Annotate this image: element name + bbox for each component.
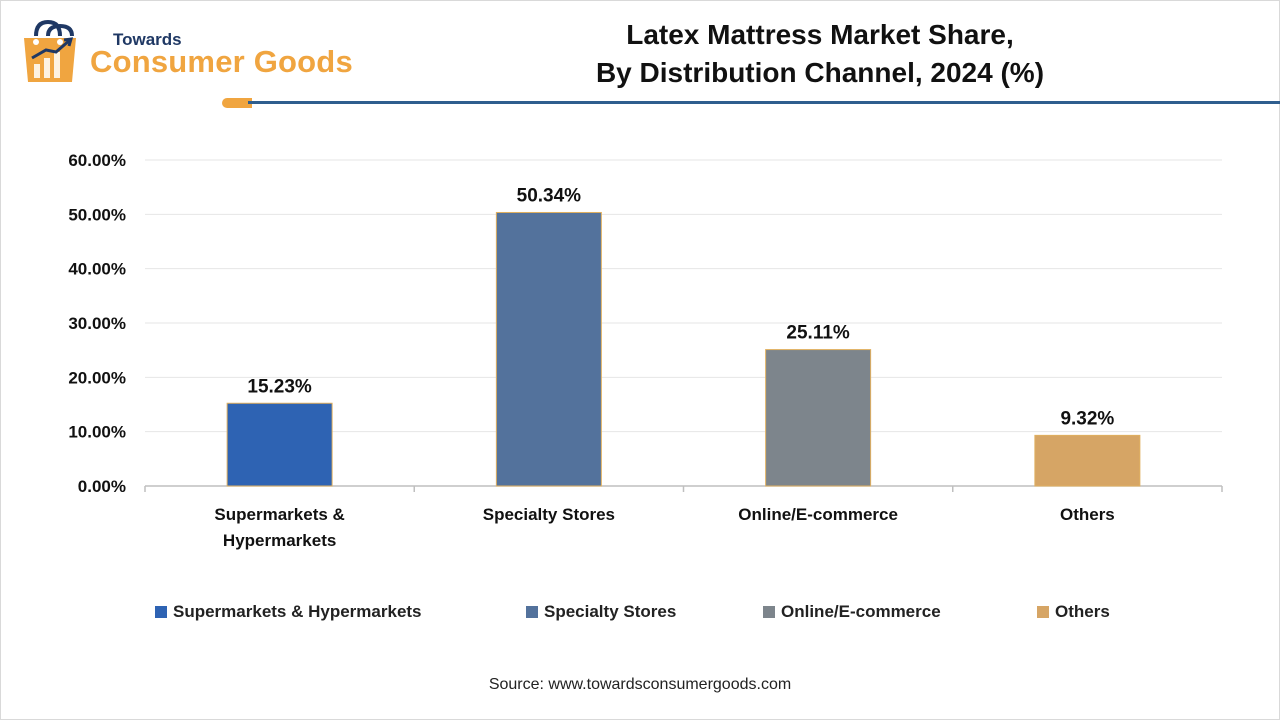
legend-swatch <box>763 606 775 618</box>
y-tick-label: 30.00% <box>68 314 126 333</box>
legend-swatch <box>1037 606 1049 618</box>
x-tick-label: Supermarkets & <box>214 505 344 524</box>
legend-item: Online/E-commerce <box>763 602 941 622</box>
bar-2 <box>765 349 872 487</box>
bar-3 <box>1034 434 1141 487</box>
source-note: Source: www.towardsconsumergoods.com <box>488 676 792 693</box>
chart-title-line-2: By Distribution Channel, 2024 (%) <box>595 57 1045 88</box>
logo-main-text: Consumer Goods <box>90 44 353 79</box>
chart-title: Latex Mattress Market Share, By Distribu… <box>520 16 1120 92</box>
data-label: 50.34% <box>517 185 582 206</box>
legend-swatch <box>155 606 167 618</box>
logo-top-text: Towards <box>113 30 182 49</box>
x-tick-label: Hypermarkets <box>223 531 336 550</box>
y-tick-label: 10.00% <box>68 423 126 442</box>
x-tick-label: Specialty Stores <box>483 505 615 524</box>
bar-0 <box>226 402 333 487</box>
y-tick-label: 20.00% <box>68 368 126 387</box>
legend-item: Supermarkets & Hypermarkets <box>155 602 422 622</box>
brand-logo: Towards Consumer Goods <box>18 18 378 88</box>
bar-1 <box>495 211 602 487</box>
y-tick-label: 40.00% <box>68 260 126 279</box>
legend-label: Specialty Stores <box>544 602 677 621</box>
data-label: 9.32% <box>1060 408 1114 429</box>
header-rule-tab <box>222 98 252 108</box>
chart-title-line-1: Latex Mattress Market Share, <box>626 19 1014 50</box>
data-label: 25.11% <box>786 323 849 344</box>
y-tick-label: 0.00% <box>78 477 126 496</box>
header-rule <box>248 101 1280 104</box>
legend-item: Others <box>1037 602 1110 622</box>
legend-label: Online/E-commerce <box>781 602 941 621</box>
y-tick-label: 60.00% <box>68 151 126 170</box>
shopping-bag-chart-icon <box>24 19 76 82</box>
chart-legend: Supermarkets & Hypermarkets Specialty Sto… <box>0 602 1280 626</box>
x-tick-label: Others <box>1060 505 1115 524</box>
y-tick-label: 50.00% <box>68 205 126 224</box>
legend-label: Supermarkets & Hypermarkets <box>173 602 422 621</box>
legend-label: Others <box>1055 602 1110 621</box>
legend-item: Specialty Stores <box>526 602 676 622</box>
legend-swatch <box>526 606 538 618</box>
x-tick-label: Online/E-commerce <box>738 505 898 524</box>
data-label: 15.23% <box>247 376 312 397</box>
